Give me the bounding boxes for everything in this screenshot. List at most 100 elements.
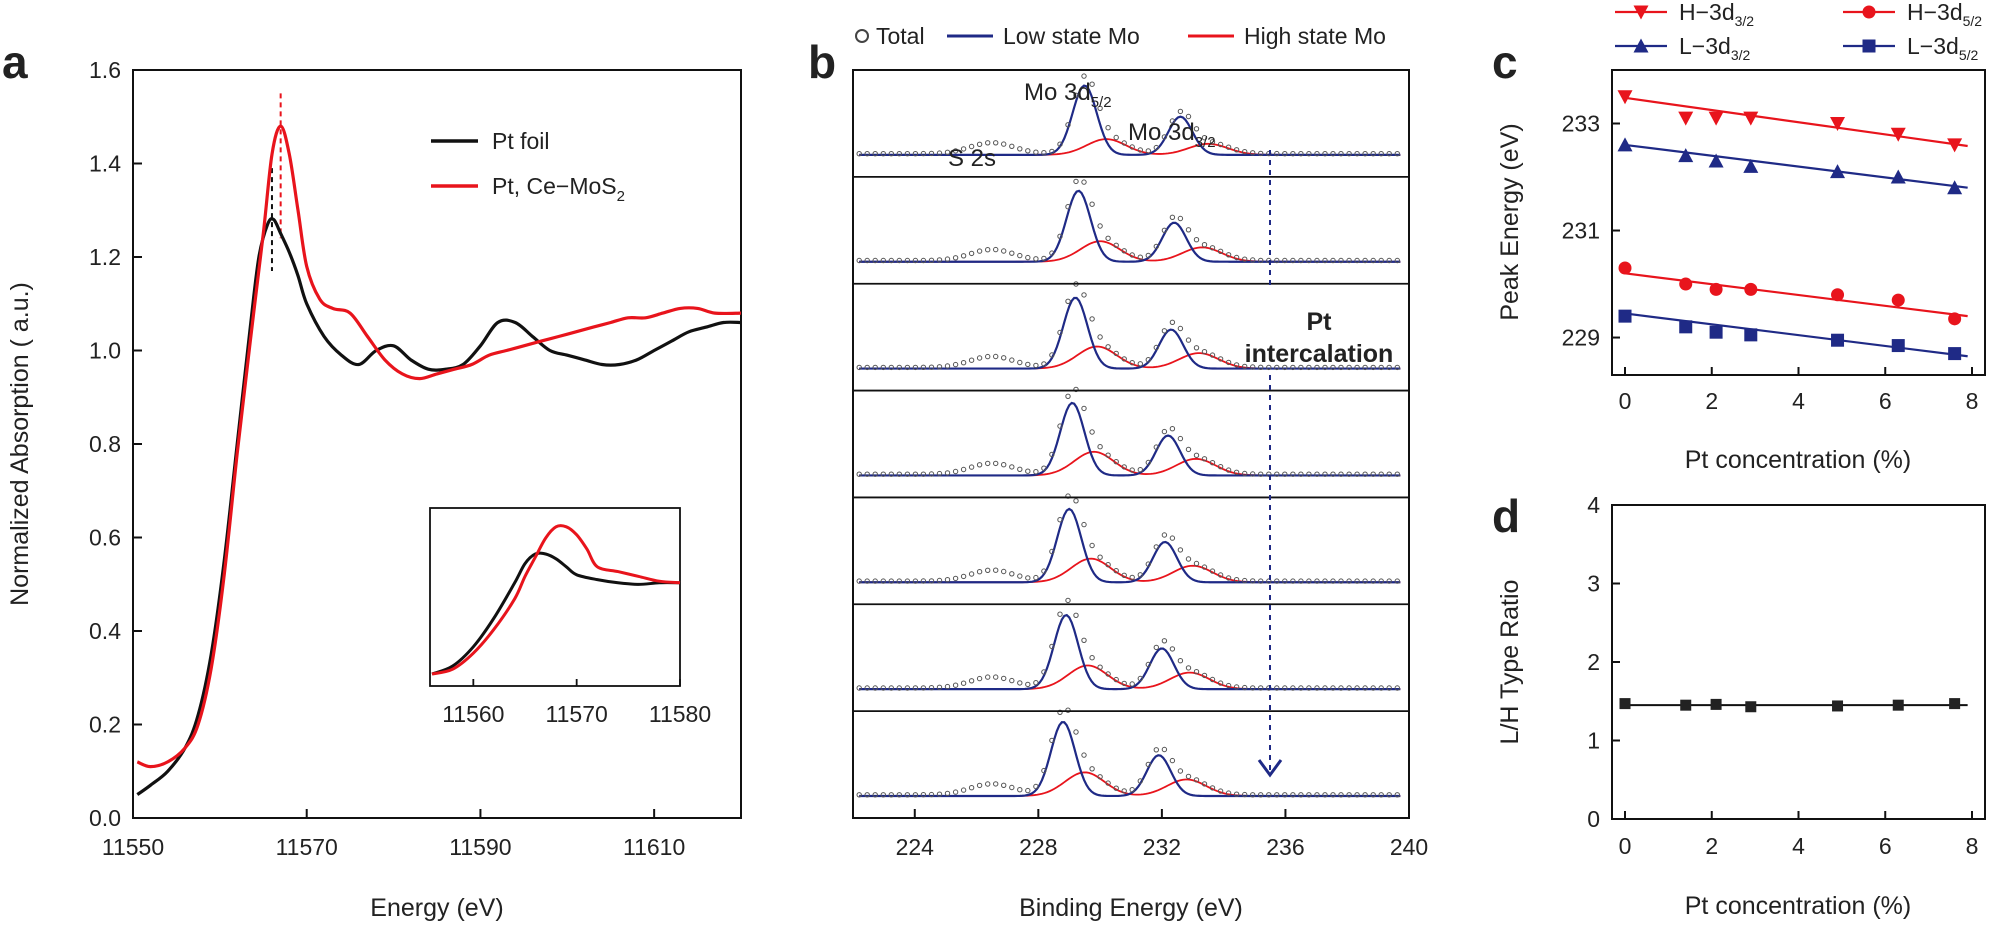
total-point — [1242, 149, 1248, 155]
total-point — [1290, 364, 1296, 371]
marker-triangle-down — [1678, 111, 1694, 126]
total-point — [888, 471, 894, 477]
total-point — [864, 364, 870, 371]
total-point — [1346, 471, 1352, 477]
panel-b-intercalation-label: intercalation — [1245, 340, 1394, 368]
total-point — [1041, 465, 1047, 471]
total-point — [1089, 316, 1095, 322]
total-point — [1201, 672, 1208, 679]
total-point — [1105, 780, 1111, 786]
total-point — [1394, 792, 1401, 798]
total-point — [1306, 257, 1312, 264]
total-point — [1185, 773, 1192, 780]
legend-label-sub: 3/2 — [1735, 13, 1755, 29]
y-tick-label: 229 — [1562, 325, 1600, 351]
total-point — [985, 140, 991, 146]
total-point — [1217, 356, 1224, 362]
total-point — [1081, 179, 1087, 185]
marker-square — [1709, 325, 1723, 339]
total-point — [1193, 237, 1200, 243]
total-point — [1129, 144, 1135, 150]
total-point — [872, 685, 878, 691]
panel-a-inset: 11560 11570 11580 — [429, 507, 711, 727]
y-tick-label: 0.4 — [89, 618, 121, 644]
panel-letter-d: d — [1492, 490, 1520, 542]
legend-label-main: L−3d — [1679, 33, 1731, 59]
total-point — [993, 781, 999, 787]
total-point — [1394, 364, 1401, 371]
total-point — [968, 464, 975, 470]
panel-a-ylabel: Normalized Absorption ( a.u.) — [6, 282, 34, 606]
total-point — [1193, 669, 1200, 675]
total-point — [1121, 680, 1127, 687]
total-point — [1065, 204, 1071, 210]
low-state-curve — [859, 296, 1401, 370]
fit-line — [1624, 143, 1968, 189]
legend-total-label: Total — [876, 23, 925, 49]
total-point — [1017, 359, 1023, 366]
legend-high-label: High state Mo — [1244, 23, 1386, 49]
total-point — [1049, 643, 1055, 650]
total-point — [1322, 792, 1328, 798]
total-point — [1129, 252, 1135, 258]
total-point — [1338, 151, 1344, 157]
total-point — [880, 685, 886, 691]
total-point — [1033, 469, 1039, 475]
total-point — [968, 571, 975, 577]
legend-label-sub: 5/2 — [1963, 13, 1983, 29]
panel-a-series — [136, 93, 742, 796]
total-point — [1217, 788, 1224, 794]
total-point — [1346, 257, 1352, 264]
total-point — [960, 146, 967, 152]
panel-b-s2s-label: S 2s — [948, 145, 996, 172]
x-tick-label: 8 — [1966, 388, 1979, 414]
total-point — [952, 789, 959, 795]
total-point — [1081, 521, 1087, 528]
marker-triangle-down — [1830, 117, 1846, 132]
total-point — [928, 791, 935, 798]
total-point — [1097, 774, 1103, 780]
total-point — [1137, 254, 1144, 260]
low-state-curve — [859, 189, 1401, 263]
total-point — [1274, 685, 1280, 691]
total-point — [896, 685, 902, 691]
total-point — [1097, 554, 1103, 560]
total-point — [1258, 471, 1264, 477]
total-point — [1386, 151, 1392, 157]
total-point — [904, 151, 911, 157]
panel-b-mo52-label: Mo 3d5/2 — [1024, 79, 1112, 111]
total-point — [1129, 681, 1135, 687]
total-point — [1025, 681, 1031, 688]
total-point — [1298, 471, 1304, 477]
total-point — [1185, 337, 1192, 343]
total-point — [1161, 227, 1168, 234]
marker-triangle-down — [1947, 138, 1963, 153]
x-tick-label: 240 — [1390, 834, 1428, 860]
total-point — [1298, 364, 1304, 371]
total-point — [1113, 242, 1119, 249]
x-tick-label: 232 — [1143, 834, 1181, 860]
total-point — [1145, 561, 1152, 567]
total-point — [1282, 685, 1288, 691]
total-point — [872, 578, 878, 584]
total-point — [1161, 532, 1168, 538]
total-point — [1009, 784, 1015, 791]
y-tick-label: 1.2 — [89, 244, 121, 270]
total-point — [1217, 141, 1224, 148]
total-point — [1185, 227, 1192, 233]
total-point — [1266, 578, 1272, 584]
total-point — [880, 257, 886, 264]
panel-b-frame — [852, 69, 1410, 819]
panel-b-mo32-sub: 3/2 — [1195, 134, 1216, 151]
low-state-curve — [859, 721, 1401, 798]
total-point — [1153, 644, 1160, 651]
total-point — [1233, 577, 1240, 583]
total-point — [1378, 792, 1384, 798]
total-point — [1378, 364, 1384, 371]
total-point — [1177, 435, 1184, 442]
total-point — [1282, 151, 1288, 157]
total-point — [968, 785, 975, 791]
total-point — [1225, 790, 1232, 796]
total-point — [976, 782, 983, 789]
total-point — [1049, 352, 1055, 358]
